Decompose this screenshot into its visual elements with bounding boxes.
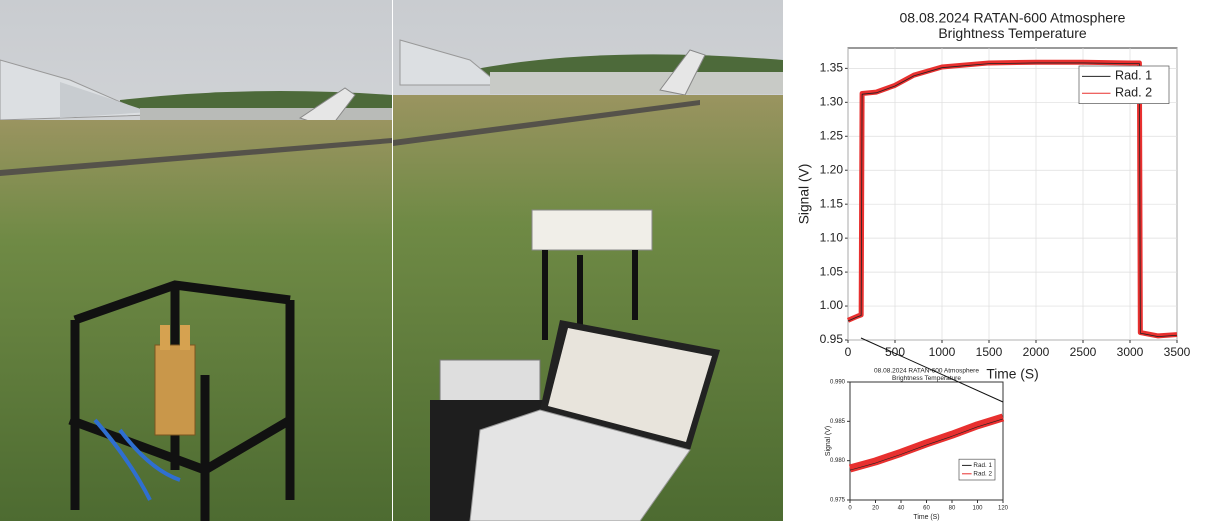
x-axis-label: Time (S) [986, 366, 1038, 381]
y-tick-label: 0.95 [820, 332, 844, 346]
figure: 0.951.001.051.101.151.201.251.301.350500… [0, 0, 1224, 521]
chart-title: 08.08.2024 RATAN-600 Atmosphere [900, 10, 1126, 26]
x-tick-label: 100 [972, 505, 983, 511]
chart-title: 08.08.2024 RATAN-600 Atmosphere [874, 368, 979, 375]
y-tick-label: 1.00 [820, 298, 844, 312]
chart-subtitle: Brightness Temperature [938, 25, 1087, 41]
x-tick-label: 2500 [1070, 345, 1097, 359]
y-axis-label: Signal (V) [796, 164, 811, 225]
y-tick-label: 0.975 [830, 498, 846, 504]
y-tick-label: 0.990 [830, 380, 846, 386]
y-tick-label: 1.25 [820, 128, 844, 142]
y-tick-label: 1.35 [820, 61, 844, 75]
y-axis-label: Signal (V) [825, 426, 832, 456]
x-tick-label: 120 [998, 505, 1009, 511]
photos [0, 0, 783, 521]
y-tick-label: 0.980 [830, 458, 846, 464]
y-tick-label: 0.985 [830, 419, 846, 425]
x-axis-label: Time (S) [913, 514, 939, 521]
photo-left [0, 0, 392, 521]
x-tick-label: 60 [923, 505, 930, 511]
legend-label: Rad. 1 [973, 462, 992, 469]
legend-label: Rad. 2 [1115, 86, 1152, 100]
y-tick-label: 1.15 [820, 196, 844, 210]
x-tick-label: 1000 [929, 345, 956, 359]
x-tick-label: 0 [848, 505, 852, 511]
x-tick-label: 0 [845, 345, 852, 359]
x-tick-label: 3000 [1117, 345, 1144, 359]
x-tick-label: 1500 [976, 345, 1003, 359]
y-tick-label: 1.05 [820, 264, 844, 278]
x-tick-label: 40 [898, 505, 905, 511]
legend-label: Rad. 1 [1115, 69, 1152, 83]
x-tick-label: 80 [949, 505, 956, 511]
y-tick-label: 1.10 [820, 230, 844, 244]
legend-label: Rad. 2 [973, 470, 992, 477]
y-tick-label: 1.20 [820, 162, 844, 176]
y-tick-label: 1.30 [820, 94, 844, 108]
x-tick-label: 3500 [1164, 345, 1191, 359]
x-tick-label: 2000 [1023, 345, 1050, 359]
x-tick-label: 20 [872, 505, 879, 511]
photo-right [393, 0, 783, 521]
